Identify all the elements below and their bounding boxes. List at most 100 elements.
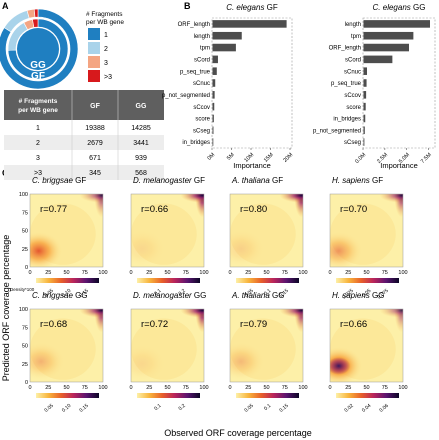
heatmap-title: H. sapiens GF (332, 176, 383, 185)
heatmap-x-tick: 100 (398, 385, 407, 391)
bar-x-tick-label: 7.5M (420, 152, 433, 165)
importance-bar (363, 138, 365, 146)
heatmap-y-tick: 0 (25, 380, 28, 386)
correlation-label: r=0.79 (240, 319, 267, 330)
bar-x-label: Importance (233, 161, 271, 170)
colorbar-tick: 0.1 (153, 403, 162, 412)
heatmap-y-tick: 25 (22, 362, 28, 368)
bar-category-label: sCseg (193, 128, 210, 134)
bar-category-label: p_seq_true (331, 81, 362, 87)
heatmap-x-tick: 50 (164, 270, 170, 276)
colorbar-tick: 0.05 (243, 288, 254, 299)
colorbar-tick: 0.2 (178, 403, 187, 412)
table-cell: 568 (135, 170, 147, 177)
heatmap-colorbar (137, 393, 200, 398)
importance-bar (212, 91, 215, 99)
importance-bar (363, 31, 414, 40)
correlation-label: r=0.77 (40, 204, 67, 215)
importance-bar (212, 79, 216, 87)
heatmap-panel: D. melanogaster GF r=0.66 0 25 50 75 100 0.1 0.2 (129, 176, 208, 297)
importance-bar (363, 91, 367, 99)
heatmap-x-tick: 50 (363, 270, 369, 276)
heatmap-x-tick: 75 (82, 270, 88, 276)
panel-label-b: B (184, 1, 191, 11)
importance-bar (363, 114, 366, 123)
heatmap-ylabel: Predicted ORF coverage percentage (1, 235, 11, 382)
heatmap-x-tick: 100 (398, 270, 407, 276)
heatmap-y-tick: 100 (19, 307, 28, 313)
heatmap-x-tick: 75 (183, 385, 189, 391)
heatmap-x-tick: 0 (28, 270, 31, 276)
bar-category-label: p_not_segmented (313, 128, 361, 134)
heatmap-x-tick: 75 (282, 385, 288, 391)
importance-bar (363, 55, 393, 64)
correlation-label: r=0.66 (340, 319, 367, 330)
fragments-legend: # Fragments per WB gene 1 2 3 >3 (86, 11, 124, 82)
heatmap-density-low (30, 231, 63, 267)
table-header-fragments: per WB gene (18, 107, 58, 114)
heatmap-x-tick: 0 (328, 270, 331, 276)
importance-bar (212, 138, 214, 146)
ring-label-gg: GG (30, 60, 46, 71)
heatmap-x-tick: 100 (298, 270, 307, 276)
bar-panel-frame (362, 17, 436, 149)
bar-x-tick-label: 5M (226, 152, 236, 162)
heatmap-x-tick: 25 (146, 270, 152, 276)
heatmap-density-low (131, 344, 166, 382)
table-cell: 1 (36, 125, 40, 132)
colorbar-tick: 0.05 (361, 288, 372, 299)
heatmap-x-tick: 0 (328, 385, 331, 391)
heatmap-xlabel: Observed ORF coverage percentage (164, 428, 312, 438)
importance-bar (363, 20, 430, 28)
colorbar-tick: 0.1 (263, 288, 272, 297)
donut-slice-gg-4 (32, 18, 39, 28)
heatmap-colorbar (36, 393, 99, 398)
colorbar-tick: 0.2 (178, 288, 187, 297)
bar-category-label: sCnuc (344, 69, 361, 75)
ring-label-gf: GF (31, 71, 45, 82)
heatmap-density-core (330, 357, 351, 375)
heatmap-title: D. melanogaster GG (133, 291, 206, 300)
bar-category-label: p_seq_true (180, 69, 211, 75)
bar-chart-title: C. elegans GG (373, 3, 426, 12)
heatmap-density-high (279, 309, 303, 318)
bar-x-label: Importance (380, 161, 418, 170)
correlation-label: r=0.72 (141, 319, 168, 330)
importance-bar (363, 67, 367, 75)
fragments-table: # Fragments per WB gene GF GG 1 19388 14285 2 26… (4, 90, 164, 180)
table-header-gg: GG (136, 103, 147, 110)
correlation-label: r=0.80 (240, 204, 267, 215)
heatmap-x-tick: 50 (263, 270, 269, 276)
heatmap-x-tick: 50 (263, 385, 269, 391)
heatmap-colorbar (236, 278, 299, 283)
importance-bar (212, 126, 214, 135)
heatmap-x-tick: 50 (63, 270, 69, 276)
heatmap-title: A. thaliana GG (231, 291, 284, 300)
importance-bar (212, 55, 218, 64)
legend-label-1: 1 (104, 32, 108, 39)
heatmap-x-tick: 25 (245, 270, 251, 276)
table-row (4, 150, 164, 165)
heatmap-density-high (379, 309, 403, 318)
heatmap-x-tick: 0 (228, 385, 231, 391)
table-cell: 19388 (85, 125, 105, 132)
heatmap-density-high (279, 194, 303, 203)
bar-chart-title: C. elegans GF (226, 3, 278, 12)
importance-bar (363, 79, 367, 87)
heatmap-title: C. briggsae GF (32, 176, 86, 185)
heatmap-density-high (79, 194, 103, 203)
colorbar-tick: 0.15 (278, 403, 289, 414)
table-cell: 671 (89, 155, 101, 162)
legend-title-line-2: per WB gene (86, 19, 124, 26)
importance-bar (212, 114, 214, 123)
bar-category-label: score (346, 105, 361, 111)
table-header-fragments: # Fragments (19, 98, 58, 105)
legend-label-3: 3 (104, 60, 108, 67)
bar-category-label: sCord (345, 57, 361, 63)
donut-chart (0, 8, 79, 90)
importance-bar (363, 126, 365, 135)
heatmap-x-tick: 25 (45, 270, 51, 276)
legend-key-1 (88, 28, 100, 40)
heatmap-panel: H. sapiens GG r=0.66 0 25 50 75 100 0.02 0.04 0.0… (328, 291, 407, 414)
